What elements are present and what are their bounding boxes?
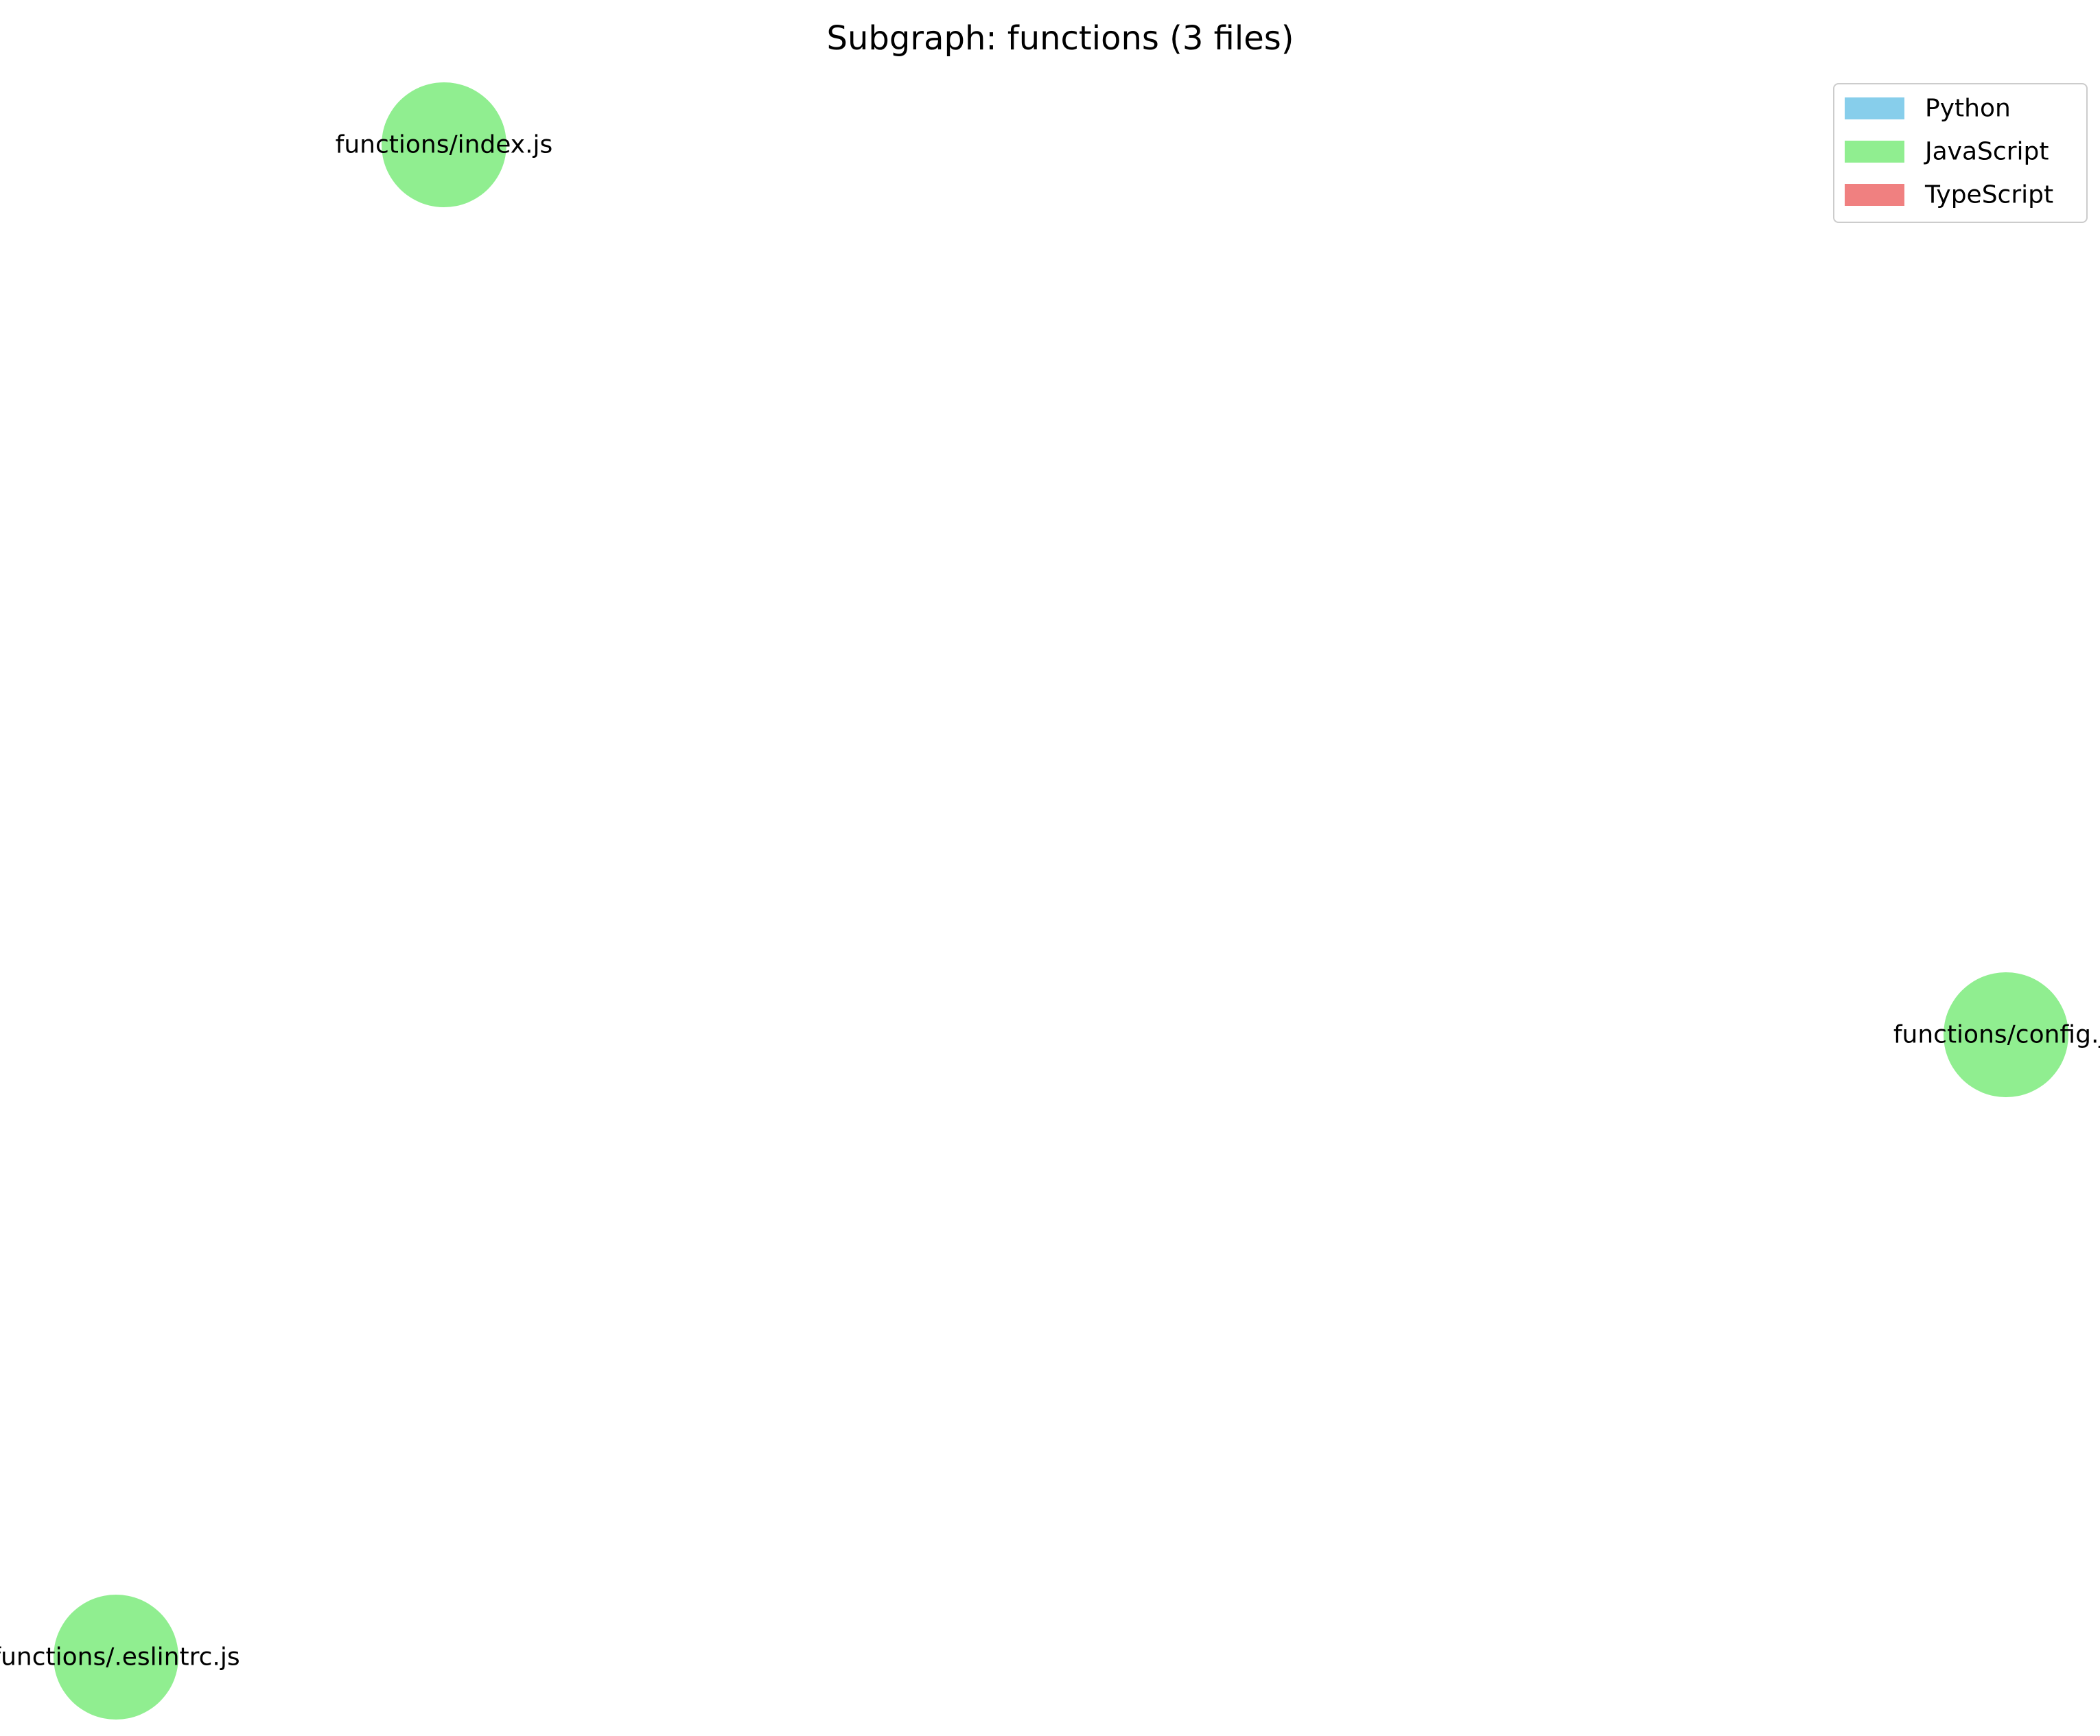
legend-swatch: [1845, 141, 1904, 163]
legend-swatch: [1845, 97, 1904, 119]
graph-node-config: functions/config.js: [1893, 972, 2100, 1097]
legend-swatch: [1845, 184, 1904, 206]
legend-label: TypeScript: [1924, 181, 2053, 209]
node-label: functions/index.js: [336, 131, 553, 159]
legend-label: Python: [1925, 95, 2011, 123]
legend: Python JavaScript TypeScript: [1833, 83, 2088, 223]
node-circle: [54, 1595, 178, 1720]
node-label: functions/.eslintrc.js: [0, 1643, 240, 1672]
legend-entry-python: Python: [1845, 95, 2011, 123]
node-circle: [1944, 972, 2068, 1097]
legend-entry-typescript: TypeScript: [1845, 181, 2053, 209]
legend-entry-javascript: JavaScript: [1845, 138, 2049, 166]
node-label: functions/config.js: [1893, 1021, 2100, 1049]
legend-label: JavaScript: [1924, 138, 2049, 166]
figure-title: Subgraph: functions (3 files): [827, 19, 1294, 58]
graph-node-index: functions/index.js: [336, 82, 553, 207]
node-circle: [382, 82, 506, 207]
graph-node-eslintrc: functions/.eslintrc.js: [0, 1595, 240, 1720]
